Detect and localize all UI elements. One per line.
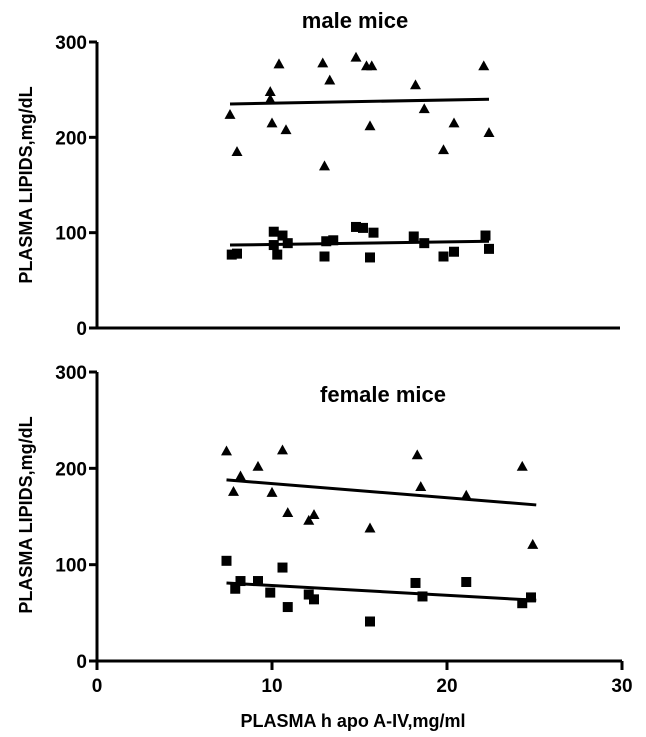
square-point [232, 248, 242, 259]
triangle-point [478, 60, 490, 71]
triangle-point [410, 79, 421, 90]
square-point [517, 598, 528, 609]
triangle-point [364, 522, 376, 533]
triangle-point [280, 124, 292, 135]
square-point [321, 236, 332, 247]
triangle-point [308, 509, 320, 519]
triangle-point [266, 117, 278, 128]
triangle-point [418, 103, 430, 114]
triangle-point [366, 60, 378, 71]
square-point [230, 583, 241, 594]
triangle-point [483, 127, 495, 137]
square-point [277, 230, 288, 241]
square-point [410, 577, 421, 588]
square-point [268, 226, 279, 237]
x-tick-label: 10 [261, 676, 282, 697]
y-axis-label: PLASMA LIPIDS,mg/dL [16, 86, 36, 283]
square-point [309, 594, 319, 605]
square-point [408, 231, 419, 242]
y-tick-label: 0 [76, 319, 87, 340]
square-point [461, 577, 472, 588]
square-point [449, 246, 459, 257]
chart-title: male mice [302, 8, 408, 33]
triangle-point [527, 538, 539, 549]
square-point [419, 238, 430, 249]
square-point [265, 587, 276, 598]
triangle-point [264, 86, 276, 96]
square-point [365, 616, 375, 627]
square-point [268, 240, 279, 251]
triangle-point [411, 449, 423, 460]
y-tick-label: 300 [55, 363, 87, 384]
square-point [277, 562, 288, 573]
square-point [235, 576, 246, 587]
triangle-point [221, 445, 232, 456]
triangle-point [235, 470, 246, 481]
y-tick-label: 100 [55, 556, 87, 577]
square-point [272, 249, 283, 260]
y-axis-label: PLASMA LIPIDS,mg/dL [16, 416, 36, 613]
square-point [253, 576, 263, 587]
square-point [484, 243, 494, 254]
male-mice-panel: 0 100 200 300 male mice PLASMA LIPIDS,mg/dL [16, 8, 620, 340]
square-point [303, 589, 314, 600]
triangle-point [460, 489, 472, 500]
female-mice-panel: 0 100 200 300 0 10 20 30 female mice PLASMA LIPID… [16, 363, 633, 731]
square-fit-line [226, 581, 537, 602]
square-point [319, 251, 330, 262]
square-point [226, 249, 237, 260]
triangle-point [324, 74, 336, 85]
y-tick-label: 300 [55, 33, 87, 54]
triangle-point [228, 485, 239, 496]
triangle-point [282, 507, 294, 518]
triangle-point [266, 486, 278, 497]
y-tick-label: 0 [76, 652, 87, 673]
square-point [480, 230, 491, 241]
square-point [328, 235, 339, 246]
square-point [417, 591, 428, 602]
square-point [368, 227, 379, 238]
y-tick-label: 100 [55, 224, 87, 245]
triangle-point [273, 58, 285, 69]
square-point [365, 252, 375, 263]
triangle-point [277, 444, 288, 455]
chart-title: female mice [320, 382, 446, 407]
square-point [438, 251, 449, 262]
square-point [526, 592, 536, 603]
triangle-point [317, 57, 329, 68]
x-tick-label: 0 [92, 676, 103, 697]
x-tick-label: 30 [611, 676, 632, 697]
square-point [221, 555, 232, 566]
triangle-point [350, 51, 362, 62]
triangle-point [303, 514, 315, 525]
triangle-point [516, 460, 528, 471]
triangle-point [224, 108, 236, 119]
triangle-point [264, 93, 276, 104]
square-point [282, 238, 293, 249]
square-point [358, 222, 368, 233]
triangle-point [364, 120, 376, 131]
triangle-point [438, 144, 449, 155]
x-axis-label: PLASMA h apo A-IV,mg/ml [240, 711, 465, 731]
square-point [282, 602, 293, 613]
square-point [351, 221, 361, 232]
triangle-point [252, 460, 264, 471]
triangle-point [319, 160, 330, 171]
triangle-fit-line [226, 478, 537, 507]
triangle-point [415, 481, 427, 492]
y-tick-label: 200 [55, 128, 87, 149]
triangle-point [231, 146, 243, 157]
x-tick-label: 20 [436, 676, 457, 697]
y-tick-label: 200 [55, 459, 87, 480]
triangle-point [448, 117, 460, 128]
